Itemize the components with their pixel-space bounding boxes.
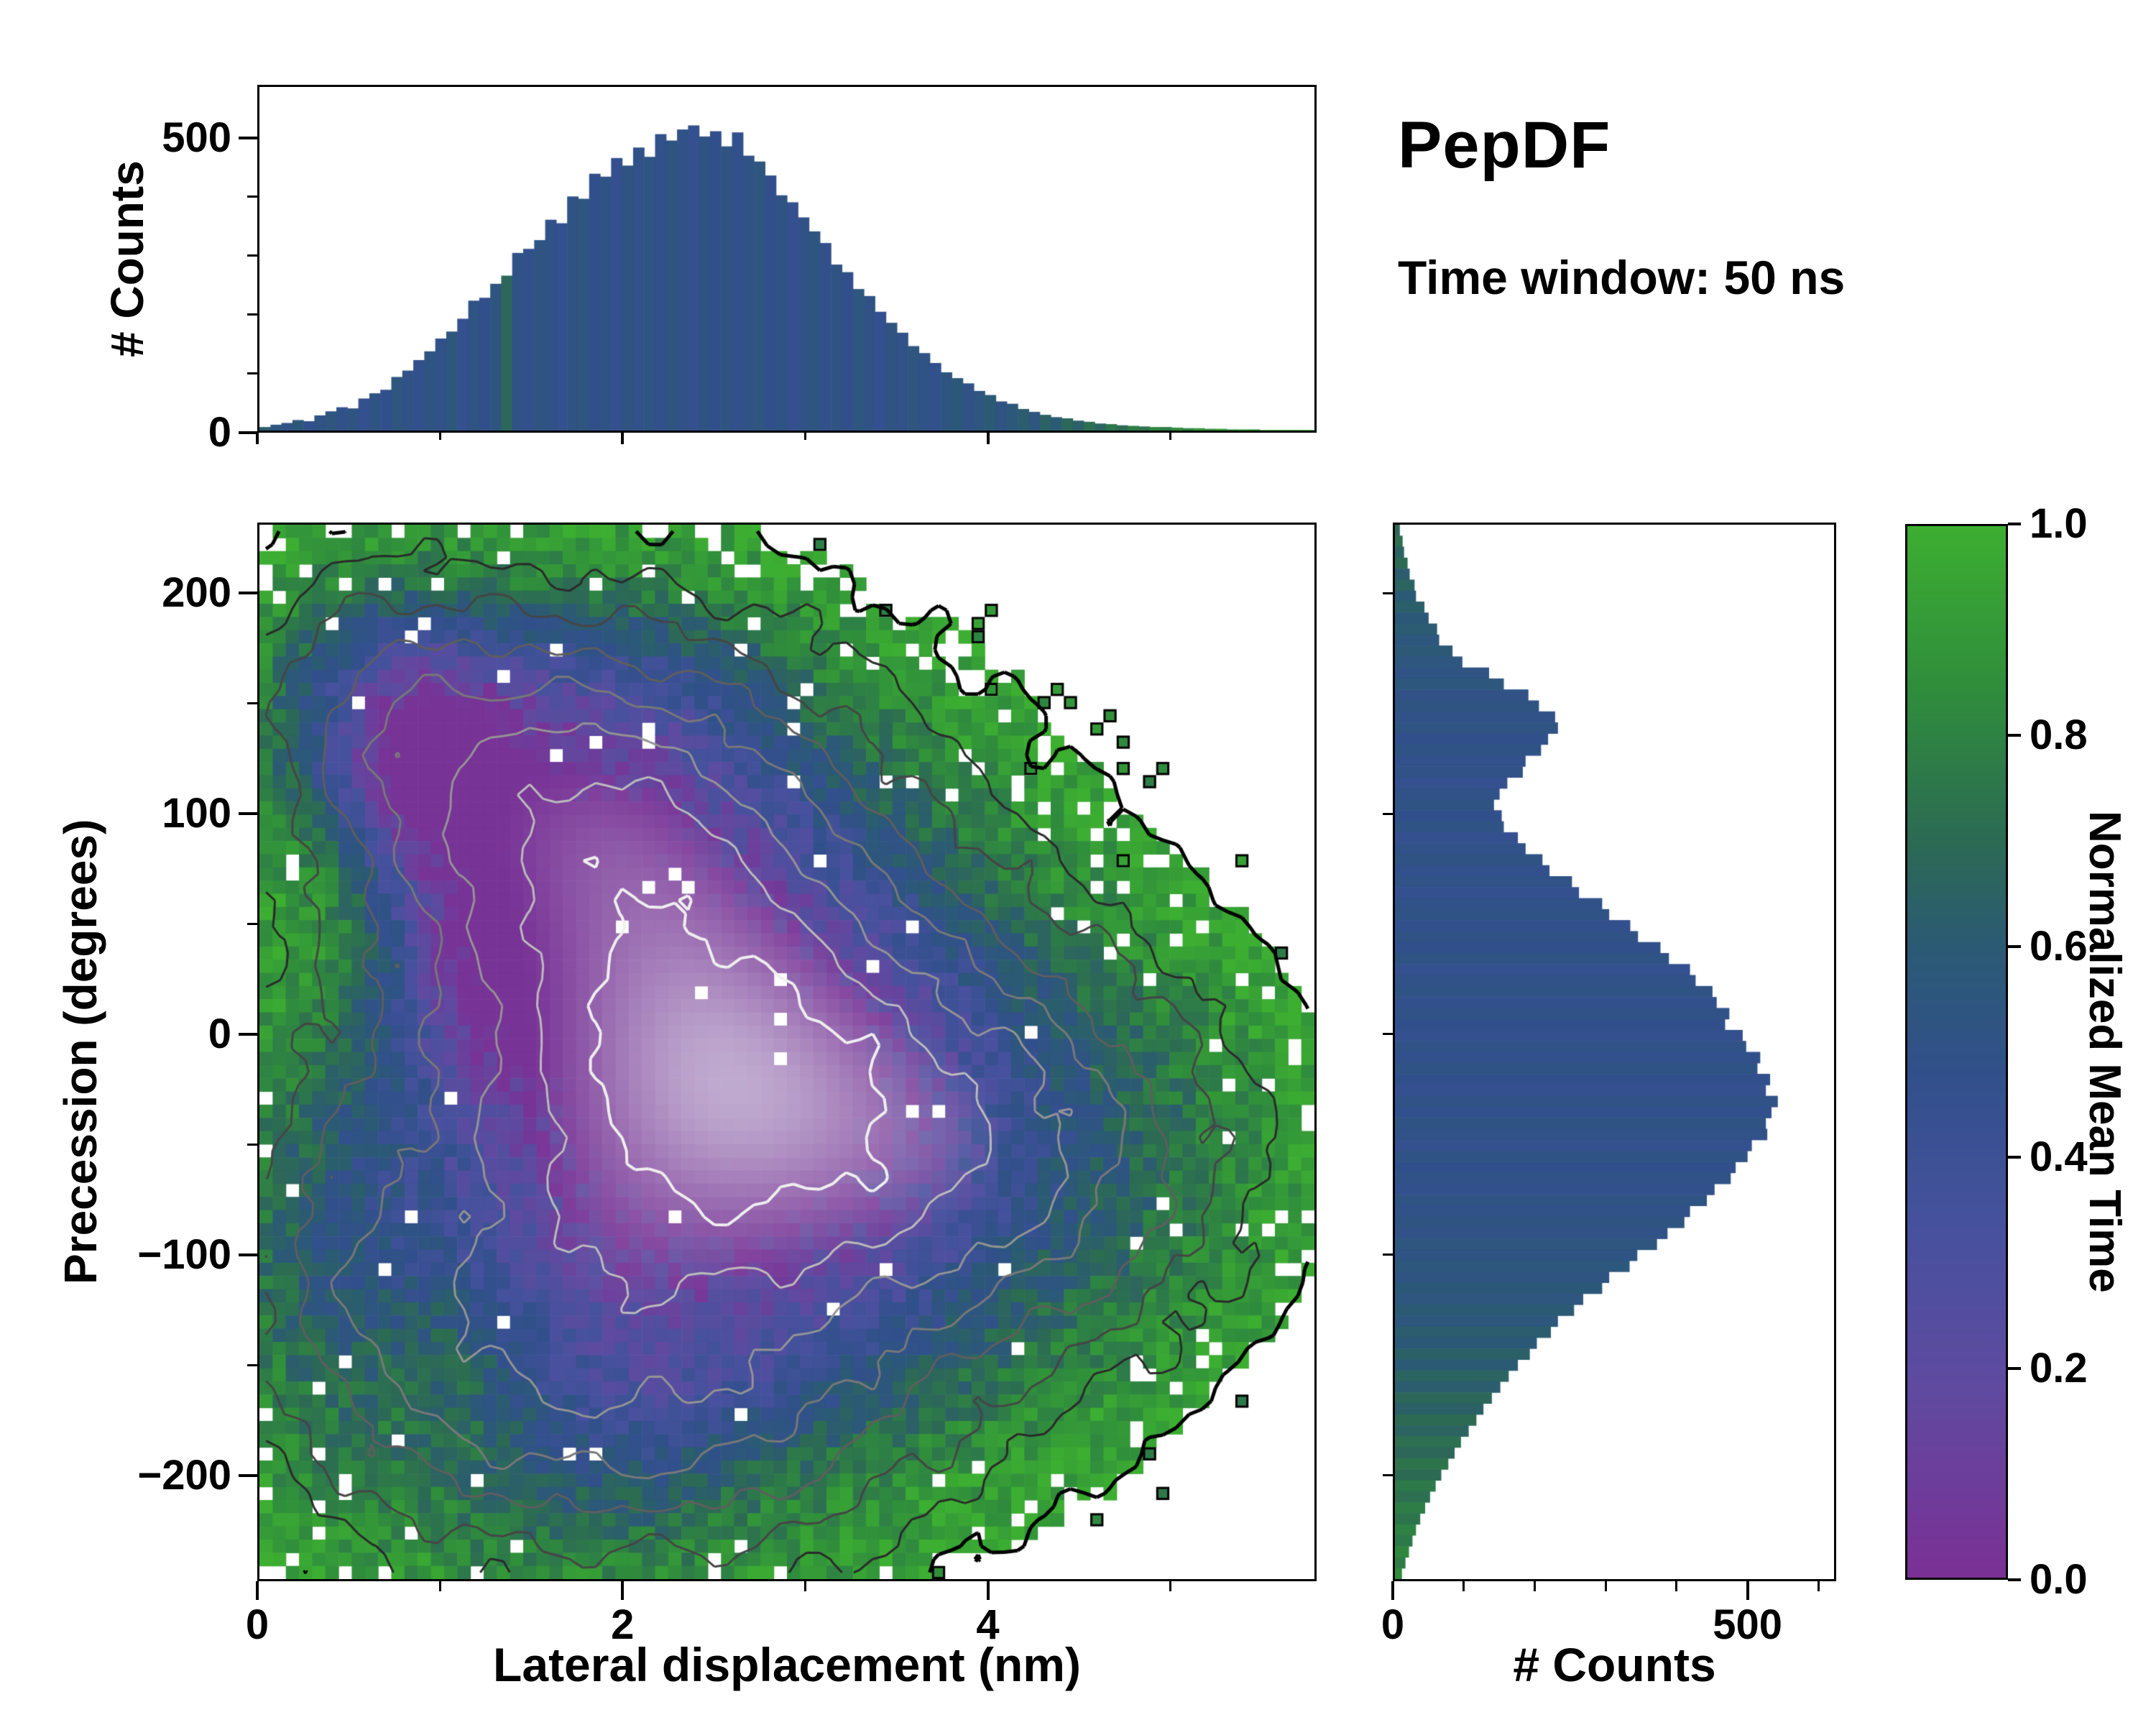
main-y-major-tick <box>239 592 257 595</box>
main-y-tick-label: −100 <box>137 1230 231 1278</box>
top-hist-x-minor-tick <box>438 433 441 440</box>
top-hist-x-major-tick <box>256 433 259 444</box>
main-x-minor-tick <box>1169 1581 1172 1591</box>
top-marginal-histogram <box>257 85 1317 433</box>
right-hist-y-tick <box>1383 1254 1393 1256</box>
top-hist-x-major-tick <box>986 433 990 444</box>
right-hist-x-minor-tick <box>1604 1581 1607 1591</box>
joint-heatmap-plot <box>257 523 1317 1581</box>
main-y-tick-label: 0 <box>208 1010 231 1057</box>
main-x-minor-tick <box>438 1581 441 1591</box>
main-y-major-tick <box>239 812 257 816</box>
top-hist-y-minor-tick <box>247 372 257 375</box>
top-hist-x-major-tick <box>621 433 625 444</box>
main-x-axis-label: Lateral displacement (nm) <box>493 1638 1081 1691</box>
time-window-label: Time window: 50 ns <box>1398 251 1846 304</box>
main-x-major-tick <box>986 1581 990 1600</box>
colorbar-tick <box>2008 1367 2021 1371</box>
main-y-axis-label: Precession (degrees) <box>55 819 106 1285</box>
colorbar-tick <box>2008 523 2021 525</box>
colorbar-tick <box>2008 733 2021 737</box>
main-y-minor-tick <box>247 702 257 705</box>
right-hist-x-minor-tick <box>1675 1581 1678 1591</box>
right-hist-x-minor-tick <box>1817 1581 1820 1591</box>
main-y-major-tick <box>239 1473 257 1477</box>
top-hist-y-major-tick <box>239 431 257 434</box>
top-hist-x-minor-tick <box>803 433 806 440</box>
right-hist-y-tick <box>1383 1474 1393 1477</box>
main-x-major-tick <box>621 1581 625 1600</box>
colorbar-tick <box>2008 1578 2021 1581</box>
top-hist-y-minor-tick <box>247 196 257 198</box>
right-hist-x-major-tick <box>1746 1581 1749 1600</box>
colorbar-tick <box>2008 1156 2021 1159</box>
main-y-minor-tick <box>247 1363 257 1366</box>
right-hist-x-minor-tick <box>1462 1581 1465 1591</box>
right-marginal-histogram <box>1393 523 1836 1581</box>
main-y-tick-label: 200 <box>162 569 231 617</box>
right-hist-x-minor-tick <box>1533 1581 1536 1591</box>
top-hist-y-axis-label: # Counts <box>101 160 153 357</box>
main-y-tick-label: 100 <box>162 790 231 837</box>
figure-title: PepDF <box>1398 109 1611 182</box>
top-histogram-canvas <box>259 87 1314 431</box>
top-hist-y-major-tick <box>239 136 257 139</box>
right-hist-x-major-tick <box>1391 1581 1394 1600</box>
right-histogram-canvas <box>1395 525 1834 1579</box>
main-y-minor-tick <box>247 923 257 925</box>
colorbar-tick <box>2008 944 2021 948</box>
top-hist-y-minor-tick <box>247 254 257 257</box>
right-hist-y-tick <box>1383 1033 1393 1036</box>
main-y-tick-label: −200 <box>137 1451 231 1499</box>
main-y-major-tick <box>239 1253 257 1256</box>
colorbar-canvas <box>1907 526 2006 1578</box>
right-hist-y-tick <box>1383 812 1393 815</box>
right-hist-y-tick <box>1383 592 1393 594</box>
main-y-minor-tick <box>247 1143 257 1146</box>
main-y-major-tick <box>239 1032 257 1036</box>
colorbar-label: Normalized Mean Time <box>2080 811 2129 1293</box>
heatmap-canvas <box>259 525 1314 1579</box>
main-x-minor-tick <box>803 1581 806 1591</box>
right-hist-x-axis-label: # Counts <box>1513 1638 1716 1691</box>
colorbar <box>1905 524 2008 1580</box>
top-hist-x-minor-tick <box>1169 433 1172 440</box>
main-x-major-tick <box>256 1581 259 1600</box>
top-hist-y-minor-tick <box>247 313 257 316</box>
